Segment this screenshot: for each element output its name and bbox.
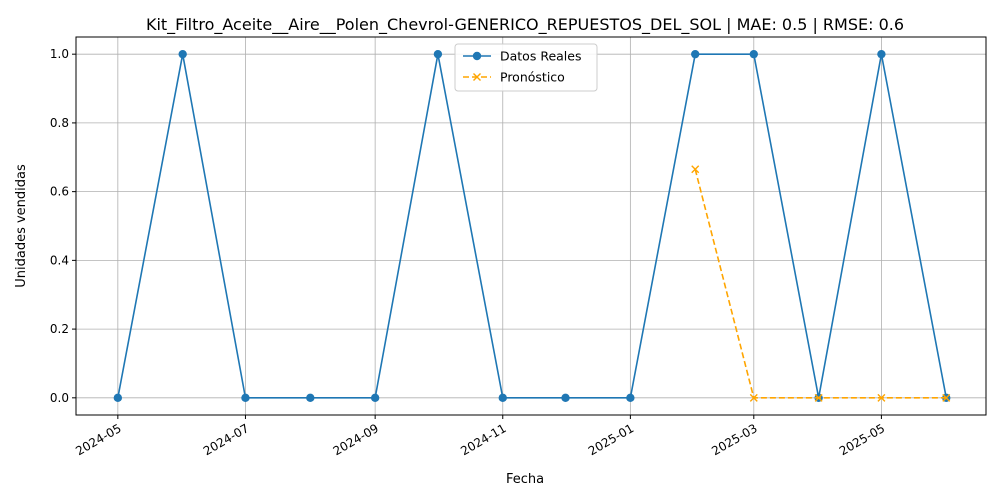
- data-point: [749, 49, 758, 59]
- x-tick-label: 2024-09: [331, 421, 381, 458]
- x-tick-label: 2024-05: [73, 421, 123, 458]
- data-point: [498, 393, 507, 403]
- y-axis-ticks: 0.0 0.2 0.4 0.6 0.8 1.0: [50, 47, 76, 405]
- data-point: [942, 393, 951, 402]
- x-tick-label: 2024-07: [201, 421, 251, 458]
- y-tick-label: 0.2: [50, 322, 69, 336]
- data-point: [691, 165, 700, 174]
- data-point-stroke: [814, 393, 823, 402]
- y-tick-label: 0.0: [50, 391, 69, 405]
- data-point: [241, 393, 250, 403]
- data-point: [370, 393, 380, 403]
- series-line: [694, 169, 947, 399]
- legend-label: Datos Reales: [500, 49, 581, 64]
- series-layer: [113, 49, 951, 403]
- legend-label: Pronóstico: [500, 70, 565, 85]
- data-point: [113, 393, 123, 403]
- data-point: [433, 49, 443, 59]
- data-point: [814, 393, 823, 402]
- legend: Datos Reales Pronóstico: [454, 43, 598, 92]
- y-tick-label: 0.6: [50, 185, 69, 199]
- data-point: [749, 393, 758, 402]
- data-point: [691, 49, 700, 59]
- legend-marker: [473, 73, 481, 81]
- x-tick-label: 2024-11: [458, 421, 508, 458]
- series-forecast: [691, 165, 951, 402]
- y-tick-label: 1.0: [50, 47, 69, 61]
- legend-marker: [472, 51, 482, 61]
- data-point: [877, 393, 886, 402]
- data-point-stroke: [877, 393, 886, 402]
- x-tick-label: 2025-05: [837, 421, 887, 458]
- data-point-stroke: [749, 393, 758, 402]
- data-point: [877, 49, 886, 59]
- x-axis-label: Fecha: [506, 472, 544, 487]
- x-tick-label: 2025-01: [586, 421, 636, 458]
- x-tick-label: 2025-03: [709, 421, 759, 458]
- chart-title: Kit_Filtro_Aceite__Aire__Polen_Chevrol-G…: [146, 15, 904, 35]
- data-point-stroke: [691, 165, 700, 174]
- y-tick-label: 0.4: [50, 253, 69, 267]
- data-point: [178, 49, 187, 59]
- y-axis-label: Unidades vendidas: [14, 164, 29, 288]
- data-point-stroke: [942, 393, 951, 402]
- plot-frame: [75, 36, 987, 416]
- data-point: [561, 393, 570, 403]
- x-axis-ticks: 2024-05 2024-07 2024-09 2024-11 2025-01 2025-…: [73, 415, 887, 458]
- series-line: [117, 53, 948, 399]
- data-point: [626, 393, 635, 403]
- data-point: [306, 393, 315, 403]
- y-tick-label: 0.8: [50, 116, 69, 130]
- series-actual: [113, 49, 951, 403]
